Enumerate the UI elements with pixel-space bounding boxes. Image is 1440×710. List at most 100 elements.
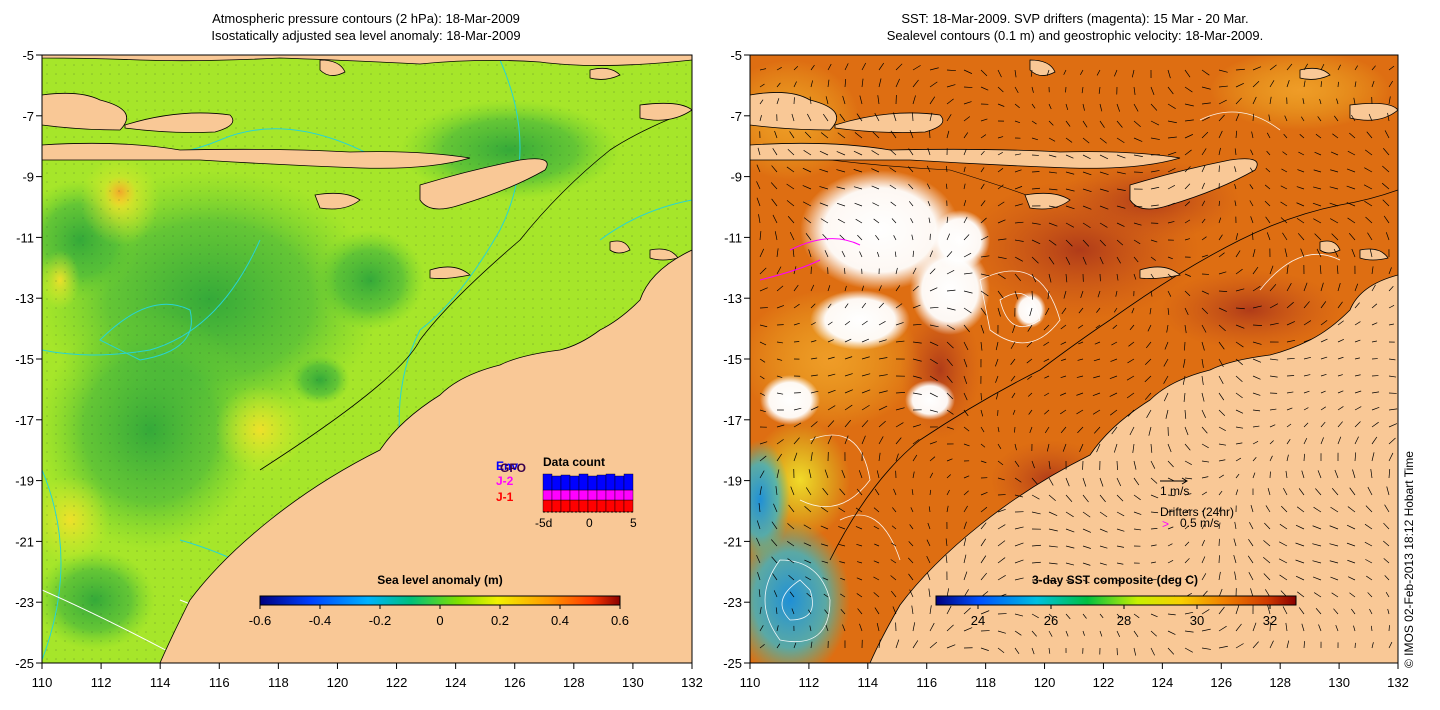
- velocity-arrow: [895, 285, 901, 292]
- velocity-arrow: [1132, 443, 1135, 453]
- velocity-arrow: [1367, 486, 1373, 496]
- velocity-arrow: [1334, 469, 1339, 479]
- velocity-arrow: [929, 96, 936, 105]
- velocity-arrow: [1099, 188, 1109, 192]
- velocity-arrow: [963, 571, 968, 581]
- velocity-arrow: [895, 322, 904, 326]
- velocity-arrow: [1149, 307, 1152, 315]
- velocity-arrow: [1099, 256, 1104, 265]
- velocity-arrow: [873, 218, 880, 224]
- velocity-arrow: [980, 307, 987, 316]
- velocity-arrow: [844, 79, 847, 88]
- velocity-arrow: [963, 199, 967, 207]
- velocity-arrow: [1235, 250, 1241, 258]
- velocity-arrow: [759, 341, 767, 346]
- velocity-arrow: [770, 182, 778, 190]
- velocity-arrow: [1235, 623, 1242, 632]
- velocity-arrow: [963, 272, 973, 275]
- velocity-arrow: [772, 573, 778, 581]
- velocity-arrow: [1063, 290, 1067, 299]
- velocity-arrow: [807, 113, 812, 122]
- velocity-arrow: [1301, 116, 1305, 122]
- velocity-arrow: [1235, 68, 1245, 71]
- velocity-arrow: [1201, 426, 1208, 434]
- velocity-arrow: [1167, 290, 1172, 297]
- velocity-arrow: [1388, 267, 1392, 275]
- velocity-arrow: [1218, 252, 1225, 258]
- velocity-arrow: [1150, 204, 1159, 207]
- left-y-tick-label: -23: [15, 595, 34, 610]
- velocity-arrow: [861, 78, 864, 88]
- velocity-arrow: [1099, 477, 1104, 487]
- velocity-arrow: [1097, 290, 1101, 298]
- velocity-arrow: [1184, 341, 1186, 351]
- velocity-arrow: [1235, 489, 1239, 496]
- velocity-arrow: [1347, 150, 1356, 156]
- velocity-arrow: [995, 341, 999, 351]
- velocity-arrow: [1364, 167, 1373, 173]
- velocity-arrow: [878, 420, 886, 428]
- velocity-arrow: [1116, 188, 1126, 191]
- velocity-arrow: [1065, 511, 1074, 518]
- velocity-arrow: [1346, 542, 1356, 547]
- velocity-arrow: [963, 101, 972, 105]
- velocity-arrow: [963, 86, 973, 88]
- velocity-arrow: [1045, 307, 1050, 316]
- velocity-arrow: [980, 392, 982, 401]
- velocity-arrow: [1269, 64, 1277, 71]
- velocity-arrow: [1296, 506, 1305, 513]
- velocity-arrow: [1354, 436, 1359, 445]
- velocity-arrow: [878, 62, 885, 71]
- velocity-arrow: [759, 470, 765, 479]
- velocity-arrow: [997, 630, 1006, 634]
- velocity-arrow: [997, 219, 1006, 224]
- velocity-arrow: [912, 304, 921, 309]
- colorbar-tick-label: 32: [1263, 613, 1277, 628]
- velocity-arrow: [929, 306, 939, 309]
- velocity-arrow: [1133, 239, 1141, 245]
- velocity-arrow: [820, 132, 829, 139]
- velocity-arrow: [1367, 592, 1373, 598]
- velocity-arrow: [1297, 233, 1305, 241]
- velocity-arrow: [787, 558, 795, 564]
- velocity-arrow: [878, 436, 884, 445]
- data-count-bar-j1: [623, 499, 634, 513]
- velocity-arrow: [859, 95, 863, 105]
- velocity-arrow: [1235, 643, 1244, 649]
- velocity-arrow: [772, 148, 778, 156]
- velocity-arrow: [1286, 375, 1295, 377]
- velocity-arrow: [1303, 453, 1305, 462]
- velocity-arrow: [1167, 560, 1174, 564]
- velocity-arrow: [980, 324, 985, 334]
- velocity-arrow: [1312, 560, 1322, 564]
- velocity-arrow: [963, 607, 971, 615]
- colorbar-tick-label: -0.2: [369, 613, 391, 628]
- velocity-arrow: [1167, 256, 1173, 260]
- velocity-arrow: [839, 488, 846, 496]
- data-count-bar-j1: [605, 499, 616, 513]
- velocity-arrow: [810, 80, 814, 88]
- velocity-arrow: [1364, 149, 1373, 156]
- velocity-arrow: [844, 356, 853, 360]
- velocity-arrow: [827, 63, 832, 71]
- velocity-arrow: [1048, 137, 1056, 142]
- velocity-arrow: [1099, 579, 1107, 583]
- data-count-bar-env: [614, 475, 625, 491]
- velocity-arrow: [1184, 409, 1187, 419]
- velocity-arrow: [1014, 494, 1023, 498]
- velocity-arrow: [1031, 290, 1033, 300]
- velocity-arrow: [1352, 469, 1356, 479]
- velocity-arrow: [1218, 147, 1221, 156]
- colorbar-tick-label: 30: [1190, 613, 1204, 628]
- velocity-arrow: [1265, 505, 1271, 513]
- velocity-arrow: [810, 303, 816, 309]
- velocity-arrow: [1116, 205, 1126, 209]
- velocity-arrow: [1167, 613, 1176, 616]
- velocity-arrow: [1346, 168, 1356, 173]
- velocity-arrow: [772, 214, 778, 224]
- velocity-arrow: [1364, 200, 1373, 207]
- velocity-arrow: [1184, 219, 1191, 224]
- velocity-arrow: [1167, 494, 1176, 497]
- velocity-arrow: [1031, 120, 1037, 125]
- velocity-arrow: [1114, 69, 1118, 77]
